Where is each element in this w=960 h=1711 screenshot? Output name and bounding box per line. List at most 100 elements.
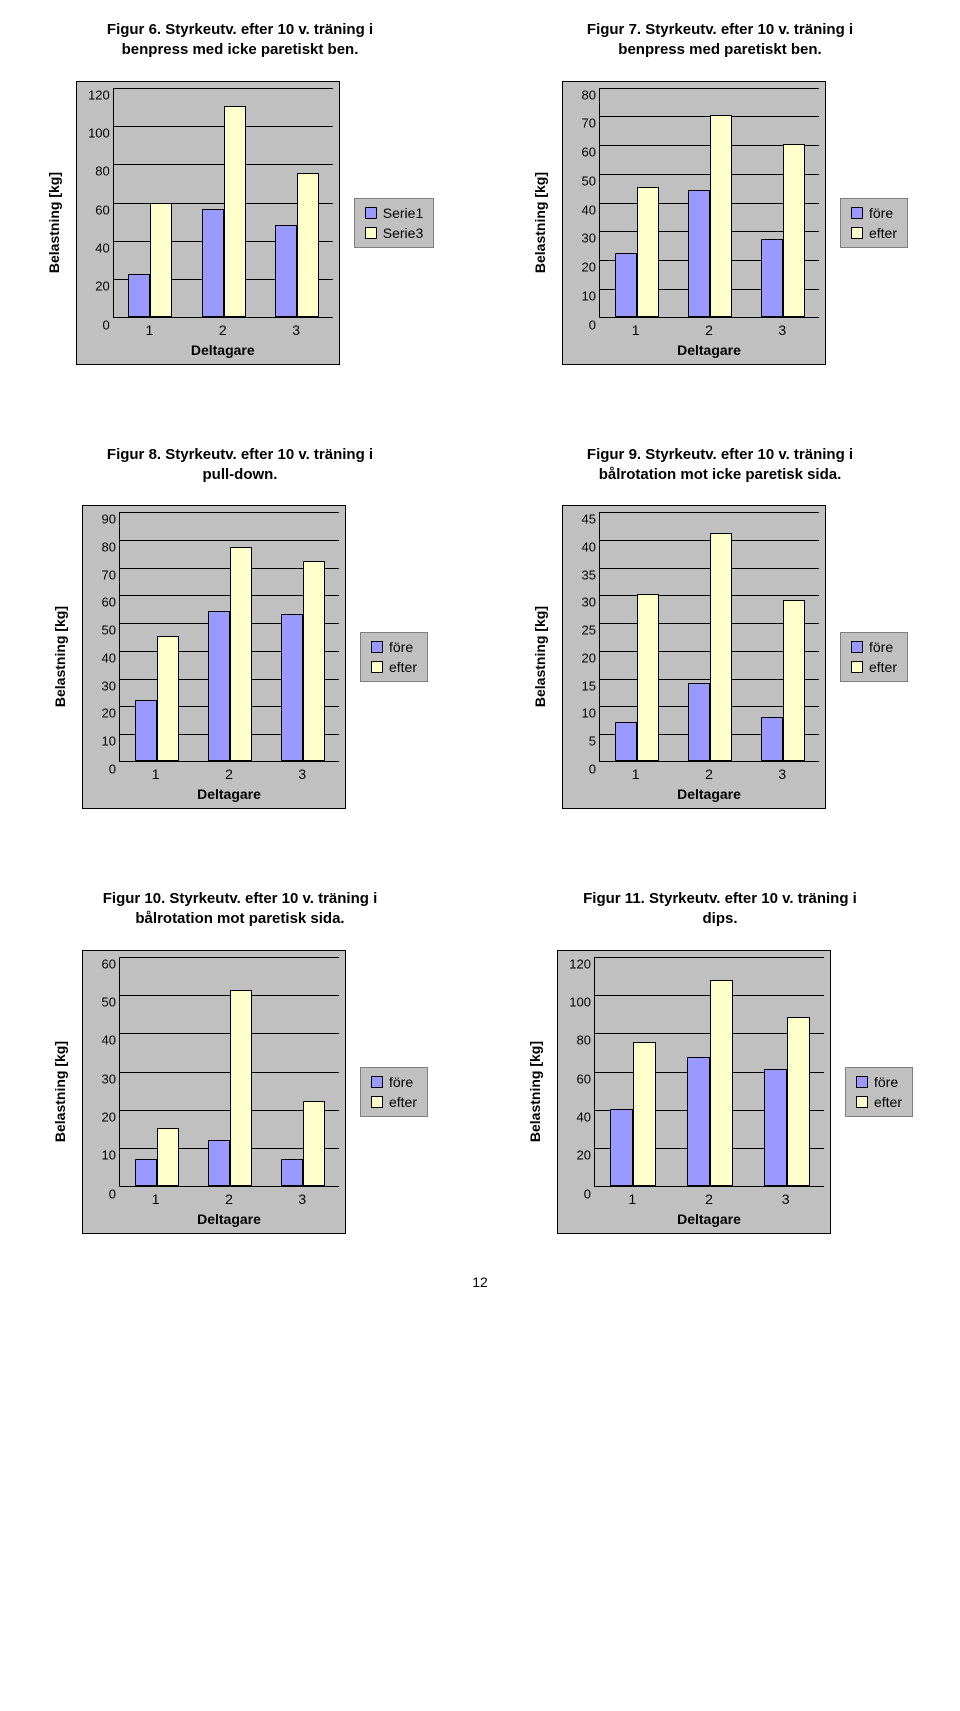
legend-item: efter <box>851 659 897 675</box>
legend-swatch-icon <box>371 661 383 673</box>
x-tick-label: 2 <box>186 322 259 338</box>
bar-series2 <box>224 106 246 317</box>
legend: Serie1 Serie3 <box>354 198 434 248</box>
legend-item: efter <box>856 1094 902 1110</box>
chart-fig10: Figur 10. Styrkeutv. efter 10 v. träning… <box>20 889 460 1234</box>
legend-label: Serie1 <box>383 205 423 221</box>
x-tick-label: 2 <box>192 766 265 782</box>
x-tick-label: 3 <box>266 1191 339 1207</box>
bar-series2 <box>633 1042 656 1186</box>
bar-series1 <box>275 225 297 317</box>
y-tick-label: 25 <box>582 623 600 638</box>
legend-label: före <box>389 639 413 655</box>
x-tick-label: 3 <box>259 322 332 338</box>
y-tick-label: 0 <box>103 317 114 332</box>
x-tick-label: 3 <box>747 1191 824 1207</box>
y-tick-label: 10 <box>582 288 600 303</box>
legend-item: efter <box>371 659 417 675</box>
x-tick-label: 1 <box>594 1191 671 1207</box>
y-tick-label: 0 <box>109 762 120 777</box>
bar-series1 <box>202 209 224 316</box>
x-axis-label: Deltagare <box>599 342 819 358</box>
y-axis-label: Belastning [kg] <box>52 606 68 707</box>
legend-swatch-icon <box>365 207 377 219</box>
legend-label: före <box>869 205 893 221</box>
bar-series2 <box>150 203 172 316</box>
bar-series1 <box>208 611 230 761</box>
x-tick-label: 1 <box>113 322 186 338</box>
x-tick-label: 3 <box>746 322 819 338</box>
legend-label: före <box>389 1074 413 1090</box>
y-tick-label: 120 <box>569 956 595 971</box>
plot-area: 020406080100120 <box>113 88 333 318</box>
bar-series2 <box>637 594 659 761</box>
bar-series2 <box>297 173 319 317</box>
y-axis-label: Belastning [kg] <box>46 172 62 273</box>
legend-item: Serie3 <box>365 225 423 241</box>
y-tick-label: 40 <box>95 240 113 255</box>
bar-series1 <box>135 700 157 761</box>
legend-swatch-icon <box>365 227 377 239</box>
y-tick-label: 120 <box>88 87 114 102</box>
legend-item: efter <box>851 225 897 241</box>
x-tick-label: 1 <box>599 766 672 782</box>
bar-series1 <box>281 1159 303 1186</box>
legend-item: före <box>851 205 897 221</box>
legend-label: efter <box>389 659 417 675</box>
bar-series2 <box>303 1101 325 1185</box>
x-tick-label: 2 <box>671 1191 748 1207</box>
chart-title: Figur 11. Styrkeutv. efter 10 v. träning… <box>580 889 860 930</box>
bar-series2 <box>710 980 733 1185</box>
bar-series2 <box>303 561 325 761</box>
bar-series2 <box>783 144 805 317</box>
x-axis-label: Deltagare <box>594 1211 824 1227</box>
y-tick-label: 0 <box>584 1186 595 1201</box>
y-tick-label: 20 <box>102 1109 120 1124</box>
legend-item: före <box>371 1074 417 1090</box>
legend-swatch-icon <box>851 207 863 219</box>
plot-area: 051015202530354045 <box>599 512 819 762</box>
y-tick-label: 60 <box>102 595 120 610</box>
legend-item: Serie1 <box>365 205 423 221</box>
y-tick-label: 40 <box>577 1109 595 1124</box>
y-tick-label: 0 <box>589 762 600 777</box>
y-tick-label: 100 <box>569 994 595 1009</box>
y-tick-label: 60 <box>582 145 600 160</box>
legend-item: före <box>371 639 417 655</box>
y-tick-label: 50 <box>102 623 120 638</box>
legend-swatch-icon <box>851 641 863 653</box>
y-tick-label: 20 <box>582 260 600 275</box>
legend-label: Serie3 <box>383 225 423 241</box>
bar-series2 <box>783 600 805 761</box>
legend-label: efter <box>869 659 897 675</box>
x-axis-label: Deltagare <box>119 1211 339 1227</box>
y-axis-label: Belastning [kg] <box>532 606 548 707</box>
y-tick-label: 0 <box>589 317 600 332</box>
y-tick-label: 30 <box>582 595 600 610</box>
y-tick-label: 30 <box>102 1071 120 1086</box>
y-tick-label: 10 <box>102 734 120 749</box>
legend: föreefter <box>845 1067 913 1117</box>
y-axis-label: Belastning [kg] <box>527 1041 543 1142</box>
y-tick-label: 90 <box>102 512 120 527</box>
chart-title: Figur 10. Styrkeutv. efter 10 v. träning… <box>100 889 380 930</box>
x-tick-label: 1 <box>119 766 192 782</box>
y-axis-label: Belastning [kg] <box>52 1041 68 1142</box>
y-tick-label: 50 <box>582 173 600 188</box>
y-axis-label: Belastning [kg] <box>532 172 548 273</box>
x-tick-label: 3 <box>746 766 819 782</box>
bar-series1 <box>761 239 783 317</box>
legend-swatch-icon <box>851 661 863 673</box>
page-number: 12 <box>20 1274 940 1290</box>
legend-label: efter <box>869 225 897 241</box>
y-tick-label: 40 <box>102 650 120 665</box>
legend-swatch-icon <box>856 1096 868 1108</box>
y-tick-label: 15 <box>582 678 600 693</box>
plot-area: 0102030405060708090 <box>119 512 339 762</box>
legend: före efter <box>360 632 428 682</box>
y-tick-label: 80 <box>582 87 600 102</box>
x-tick-label: 2 <box>672 322 745 338</box>
y-tick-label: 60 <box>577 1071 595 1086</box>
y-tick-label: 35 <box>582 567 600 582</box>
bar-series2 <box>637 187 659 316</box>
